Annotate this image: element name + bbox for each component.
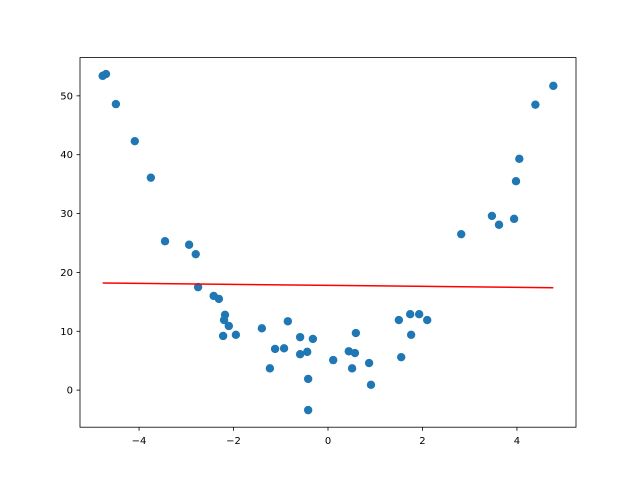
scatter-point	[218, 331, 228, 341]
y-tick-label: 30	[60, 209, 73, 220]
scatter-point	[279, 344, 289, 353]
y-tick-label: 40	[60, 150, 73, 161]
scatter-point	[160, 237, 170, 246]
scatter-point	[531, 100, 540, 109]
scatter-point	[101, 69, 111, 79]
x-tick-label: 0	[325, 436, 331, 447]
scatter-point	[295, 350, 305, 359]
scatter-point	[193, 282, 203, 292]
y-tick-label: 0	[67, 386, 73, 397]
x-tick-label: −4	[132, 436, 147, 447]
scatter-point	[214, 294, 224, 304]
x-tick-label: 4	[514, 436, 520, 447]
y-tick-label: 50	[60, 91, 73, 102]
scatter-point	[364, 358, 374, 368]
y-tick-label: 10	[60, 327, 73, 338]
scatter-point	[308, 334, 318, 344]
scatter-point	[397, 352, 406, 362]
fit-line	[102, 282, 554, 289]
scatter-point	[184, 240, 194, 249]
scatter-point	[191, 249, 200, 259]
scatter-point	[509, 214, 519, 224]
scatter-point	[457, 229, 466, 239]
y-axis: 0 10 20 30 40 50	[60, 91, 80, 397]
scatter-point	[549, 81, 558, 91]
scatter-point	[303, 405, 313, 415]
x-tick-label: −2	[226, 436, 241, 447]
scatter-point	[487, 211, 497, 221]
x-axis: −4 −2 0 2 4	[132, 427, 520, 447]
scatter-point	[257, 324, 267, 333]
scatter-point	[494, 220, 504, 229]
scatter-point	[350, 348, 360, 358]
scatter-point	[351, 328, 361, 338]
scatter-point	[265, 364, 275, 373]
scatter-point	[146, 173, 156, 182]
scatter-point	[219, 315, 229, 325]
x-tick-label: 2	[419, 436, 425, 447]
scatter-point	[405, 310, 415, 319]
axes-frame	[79, 57, 577, 428]
y-tick-label: 20	[60, 268, 73, 279]
scatter-point	[328, 355, 338, 365]
scatter-point	[406, 330, 416, 339]
scatter-point	[303, 374, 313, 384]
scatter-point	[295, 332, 305, 342]
scatter-point	[366, 380, 376, 390]
scatter-point	[224, 321, 233, 331]
scatter-point	[283, 317, 293, 326]
scatter-point	[511, 176, 521, 186]
scatter-point	[303, 347, 312, 357]
plot-marks	[98, 69, 558, 415]
scatter-point	[414, 310, 424, 319]
scatter-point	[423, 315, 432, 325]
scatter-point	[347, 364, 357, 373]
scatter-point	[231, 330, 241, 339]
scatter-point	[270, 344, 280, 354]
scatter-point	[130, 136, 139, 146]
scatter-point	[394, 315, 404, 325]
scatter-point	[111, 99, 121, 109]
scatter-point	[515, 154, 524, 164]
